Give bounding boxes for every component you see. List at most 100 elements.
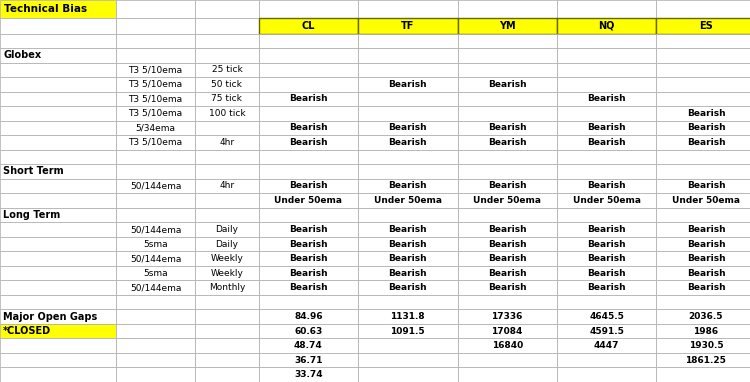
Bar — [259, 353, 358, 367]
Bar — [656, 237, 750, 251]
Bar — [656, 18, 750, 34]
Bar — [458, 280, 556, 295]
Bar — [0, 34, 116, 48]
Text: Bearish: Bearish — [687, 240, 725, 249]
Bar — [458, 208, 556, 222]
Bar — [656, 208, 750, 222]
Text: 1930.5: 1930.5 — [688, 341, 723, 350]
Text: Bearish: Bearish — [290, 181, 328, 191]
Text: Bearish: Bearish — [488, 240, 526, 249]
Bar — [656, 338, 750, 353]
Bar — [259, 0, 358, 18]
Bar — [259, 18, 358, 34]
Text: 17084: 17084 — [491, 327, 523, 336]
Text: Bearish: Bearish — [388, 80, 427, 89]
Text: Bearish: Bearish — [687, 254, 725, 263]
Bar — [259, 121, 358, 135]
Text: 5sma: 5sma — [143, 240, 168, 249]
Bar — [358, 266, 458, 280]
Text: Bearish: Bearish — [290, 138, 328, 147]
Text: 50/144ema: 50/144ema — [130, 181, 182, 191]
Bar — [195, 193, 259, 208]
Text: 36.71: 36.71 — [294, 356, 322, 365]
Bar — [116, 367, 195, 382]
Bar — [259, 92, 358, 106]
Bar — [458, 251, 556, 266]
Bar — [195, 251, 259, 266]
Text: Bearish: Bearish — [587, 94, 626, 103]
Bar — [0, 18, 116, 34]
Text: Bearish: Bearish — [687, 109, 725, 118]
Bar — [656, 135, 750, 150]
Bar — [0, 208, 116, 222]
Text: Bearish: Bearish — [488, 138, 526, 147]
Bar — [0, 121, 116, 135]
Bar — [458, 48, 556, 63]
Bar — [556, 324, 656, 338]
Bar — [116, 18, 195, 34]
Bar — [116, 106, 195, 121]
Bar — [458, 63, 556, 77]
Bar — [195, 367, 259, 382]
Text: 50/144ema: 50/144ema — [130, 225, 182, 234]
Bar — [656, 48, 750, 63]
Bar — [656, 309, 750, 324]
Text: Bearish: Bearish — [687, 269, 725, 278]
Text: Globex: Globex — [3, 50, 41, 60]
Bar — [656, 121, 750, 135]
Text: 16840: 16840 — [491, 341, 523, 350]
Bar — [0, 179, 116, 193]
Bar — [458, 324, 556, 338]
Bar — [259, 77, 358, 92]
Text: Bearish: Bearish — [687, 225, 725, 234]
Bar — [195, 338, 259, 353]
Text: Bearish: Bearish — [488, 123, 526, 133]
Bar — [358, 135, 458, 150]
Bar — [195, 77, 259, 92]
Text: Bearish: Bearish — [587, 123, 626, 133]
Text: Bearish: Bearish — [587, 240, 626, 249]
Bar — [195, 34, 259, 48]
Bar — [195, 150, 259, 164]
Text: Bearish: Bearish — [290, 225, 328, 234]
Text: Bearish: Bearish — [687, 123, 725, 133]
Bar — [556, 295, 656, 309]
Text: Weekly: Weekly — [211, 269, 243, 278]
Bar — [358, 164, 458, 179]
Bar — [259, 266, 358, 280]
Bar — [656, 266, 750, 280]
Text: 1861.25: 1861.25 — [686, 356, 726, 365]
Bar — [116, 150, 195, 164]
Bar — [656, 106, 750, 121]
Text: Bearish: Bearish — [388, 240, 427, 249]
Bar — [0, 295, 116, 309]
Text: 2036.5: 2036.5 — [688, 312, 723, 321]
Bar — [116, 280, 195, 295]
Bar — [556, 179, 656, 193]
Bar — [116, 324, 195, 338]
Bar — [656, 0, 750, 18]
Bar — [259, 63, 358, 77]
Bar — [195, 18, 259, 34]
Bar — [259, 251, 358, 266]
Bar — [0, 106, 116, 121]
Bar — [259, 179, 358, 193]
Bar — [458, 237, 556, 251]
Text: Bearish: Bearish — [388, 123, 427, 133]
Bar — [0, 353, 116, 367]
Bar — [458, 18, 556, 34]
Bar — [458, 367, 556, 382]
Bar — [656, 92, 750, 106]
Bar — [556, 106, 656, 121]
Text: 75 tick: 75 tick — [211, 94, 242, 103]
Text: T3 5/10ema: T3 5/10ema — [128, 138, 183, 147]
Bar — [458, 164, 556, 179]
Bar — [116, 208, 195, 222]
Text: ES: ES — [699, 21, 712, 31]
Bar — [556, 18, 656, 34]
Bar — [195, 92, 259, 106]
Bar — [556, 77, 656, 92]
Text: Bearish: Bearish — [687, 138, 725, 147]
Bar — [358, 179, 458, 193]
Bar — [259, 237, 358, 251]
